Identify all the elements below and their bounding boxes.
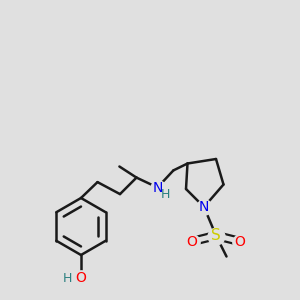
Text: S: S — [211, 228, 221, 243]
Text: O: O — [235, 235, 245, 248]
Text: H: H — [160, 188, 170, 201]
Text: N: N — [199, 200, 209, 214]
Text: N: N — [152, 181, 163, 194]
Text: O: O — [187, 235, 197, 248]
Text: O: O — [76, 271, 86, 284]
Text: H: H — [63, 272, 72, 286]
